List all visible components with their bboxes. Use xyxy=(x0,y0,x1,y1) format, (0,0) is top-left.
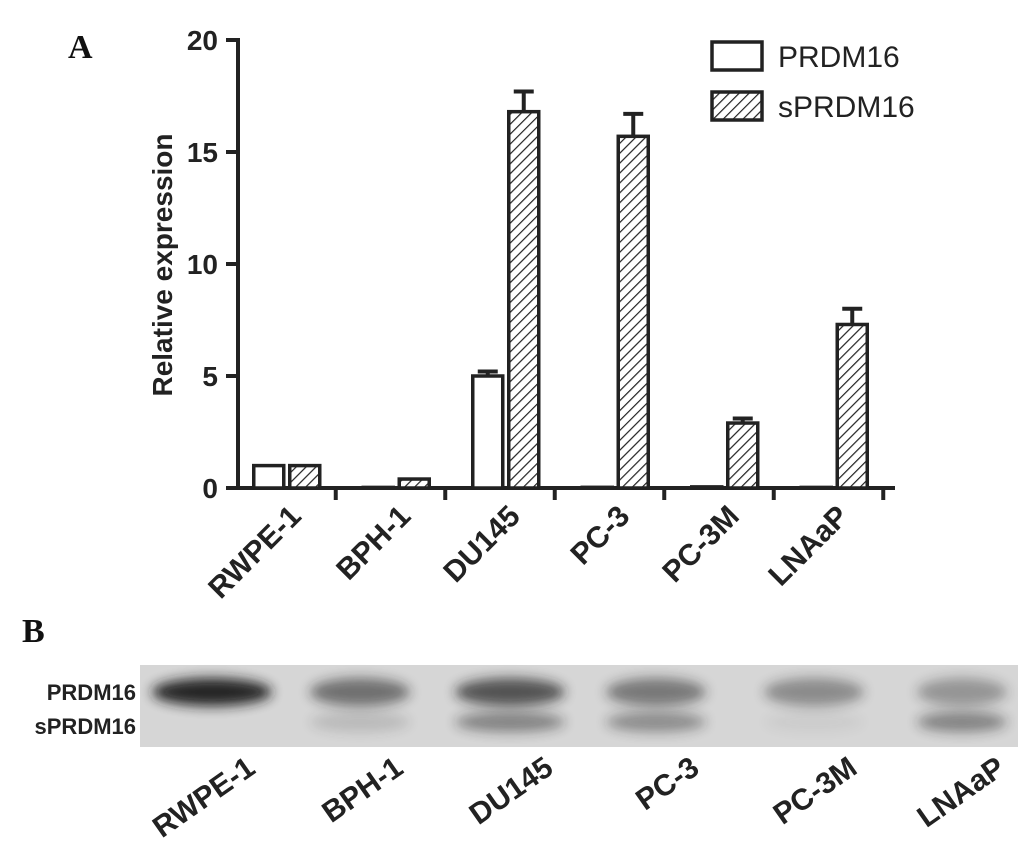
panel-b-label: B xyxy=(22,613,45,650)
x-tick-label: LNAaP xyxy=(762,500,855,593)
bar-sprdm16-pc-3m xyxy=(726,421,760,490)
legend-label-sprdm16: sPRDM16 xyxy=(778,91,915,124)
bar-chart: 0 5 10 15 20 Relative expression RWPE-1 BPH-1 DU… xyxy=(147,25,915,605)
band-lower-du145 xyxy=(455,712,565,732)
band-upper-lnaap xyxy=(917,678,1007,706)
x-tick-label: BPH-1 xyxy=(330,500,417,587)
x-tick-label: PC-3 xyxy=(565,500,637,572)
x-tick-label: RWPE-1 xyxy=(202,500,307,605)
bar-prdm16-pc-3 xyxy=(580,485,614,490)
y-tick-label: 5 xyxy=(202,361,218,392)
band-lower-pc-3 xyxy=(606,712,706,732)
x-tick-label: PC-3M xyxy=(656,500,745,589)
y-axis-label: Relative expression xyxy=(147,133,178,396)
band-upper-rwpe-1 xyxy=(152,678,272,706)
x-tick-label: DU145 xyxy=(437,500,526,589)
band-lower-bph-1 xyxy=(310,712,410,732)
western-blot: RWPE-1 BPH-1 DU145 PC-3 PC-3M LNAaP PRDM16 sPRD… xyxy=(35,665,1018,844)
band-upper-du145 xyxy=(455,678,565,706)
bar-prdm16-bph-1 xyxy=(361,485,395,490)
bar-sprdm16-rwpe-1 xyxy=(288,463,322,490)
blot-lane-label: BPH-1 xyxy=(316,751,409,830)
y-tick-label: 15 xyxy=(187,137,218,168)
legend-swatch-prdm16 xyxy=(710,40,764,72)
bar-prdm16-rwpe-1 xyxy=(252,463,286,490)
panel-a-label: A xyxy=(68,29,93,66)
band-upper-pc-3m xyxy=(764,678,864,706)
blot-band-label: sPRDM16 xyxy=(35,714,136,739)
band-lower-pc-3m xyxy=(764,712,864,732)
bar-prdm16-lnaap xyxy=(799,485,833,490)
legend-label-prdm16: PRDM16 xyxy=(778,41,900,74)
bar-sprdm16-pc-3 xyxy=(616,134,650,490)
y-tick-label: 20 xyxy=(187,25,218,56)
bar-sprdm16-lnaap xyxy=(835,322,869,490)
bar-prdm16-du145 xyxy=(471,374,505,490)
band-lower-lnaap xyxy=(917,712,1007,732)
bar-prdm16-pc-3m xyxy=(690,485,724,490)
blot-membrane xyxy=(140,665,1018,747)
band-upper-pc-3 xyxy=(606,678,706,706)
blot-lane-label: DU145 xyxy=(464,751,559,832)
band-upper-bph-1 xyxy=(310,678,410,706)
blot-lane-label: PC-3 xyxy=(630,751,705,817)
bar-sprdm16-bph-1 xyxy=(397,477,431,490)
legend-swatch-sprdm16 xyxy=(710,90,764,122)
blot-lane-label: RWPE-1 xyxy=(147,751,261,845)
y-tick-label: 10 xyxy=(187,249,218,280)
bar-sprdm16-du145 xyxy=(507,109,541,490)
blot-lane-label: LNAaP xyxy=(912,751,1011,834)
blot-lane-label: PC-3M xyxy=(768,751,863,832)
blot-band-label: PRDM16 xyxy=(47,680,136,705)
y-tick-label: 0 xyxy=(202,473,218,504)
